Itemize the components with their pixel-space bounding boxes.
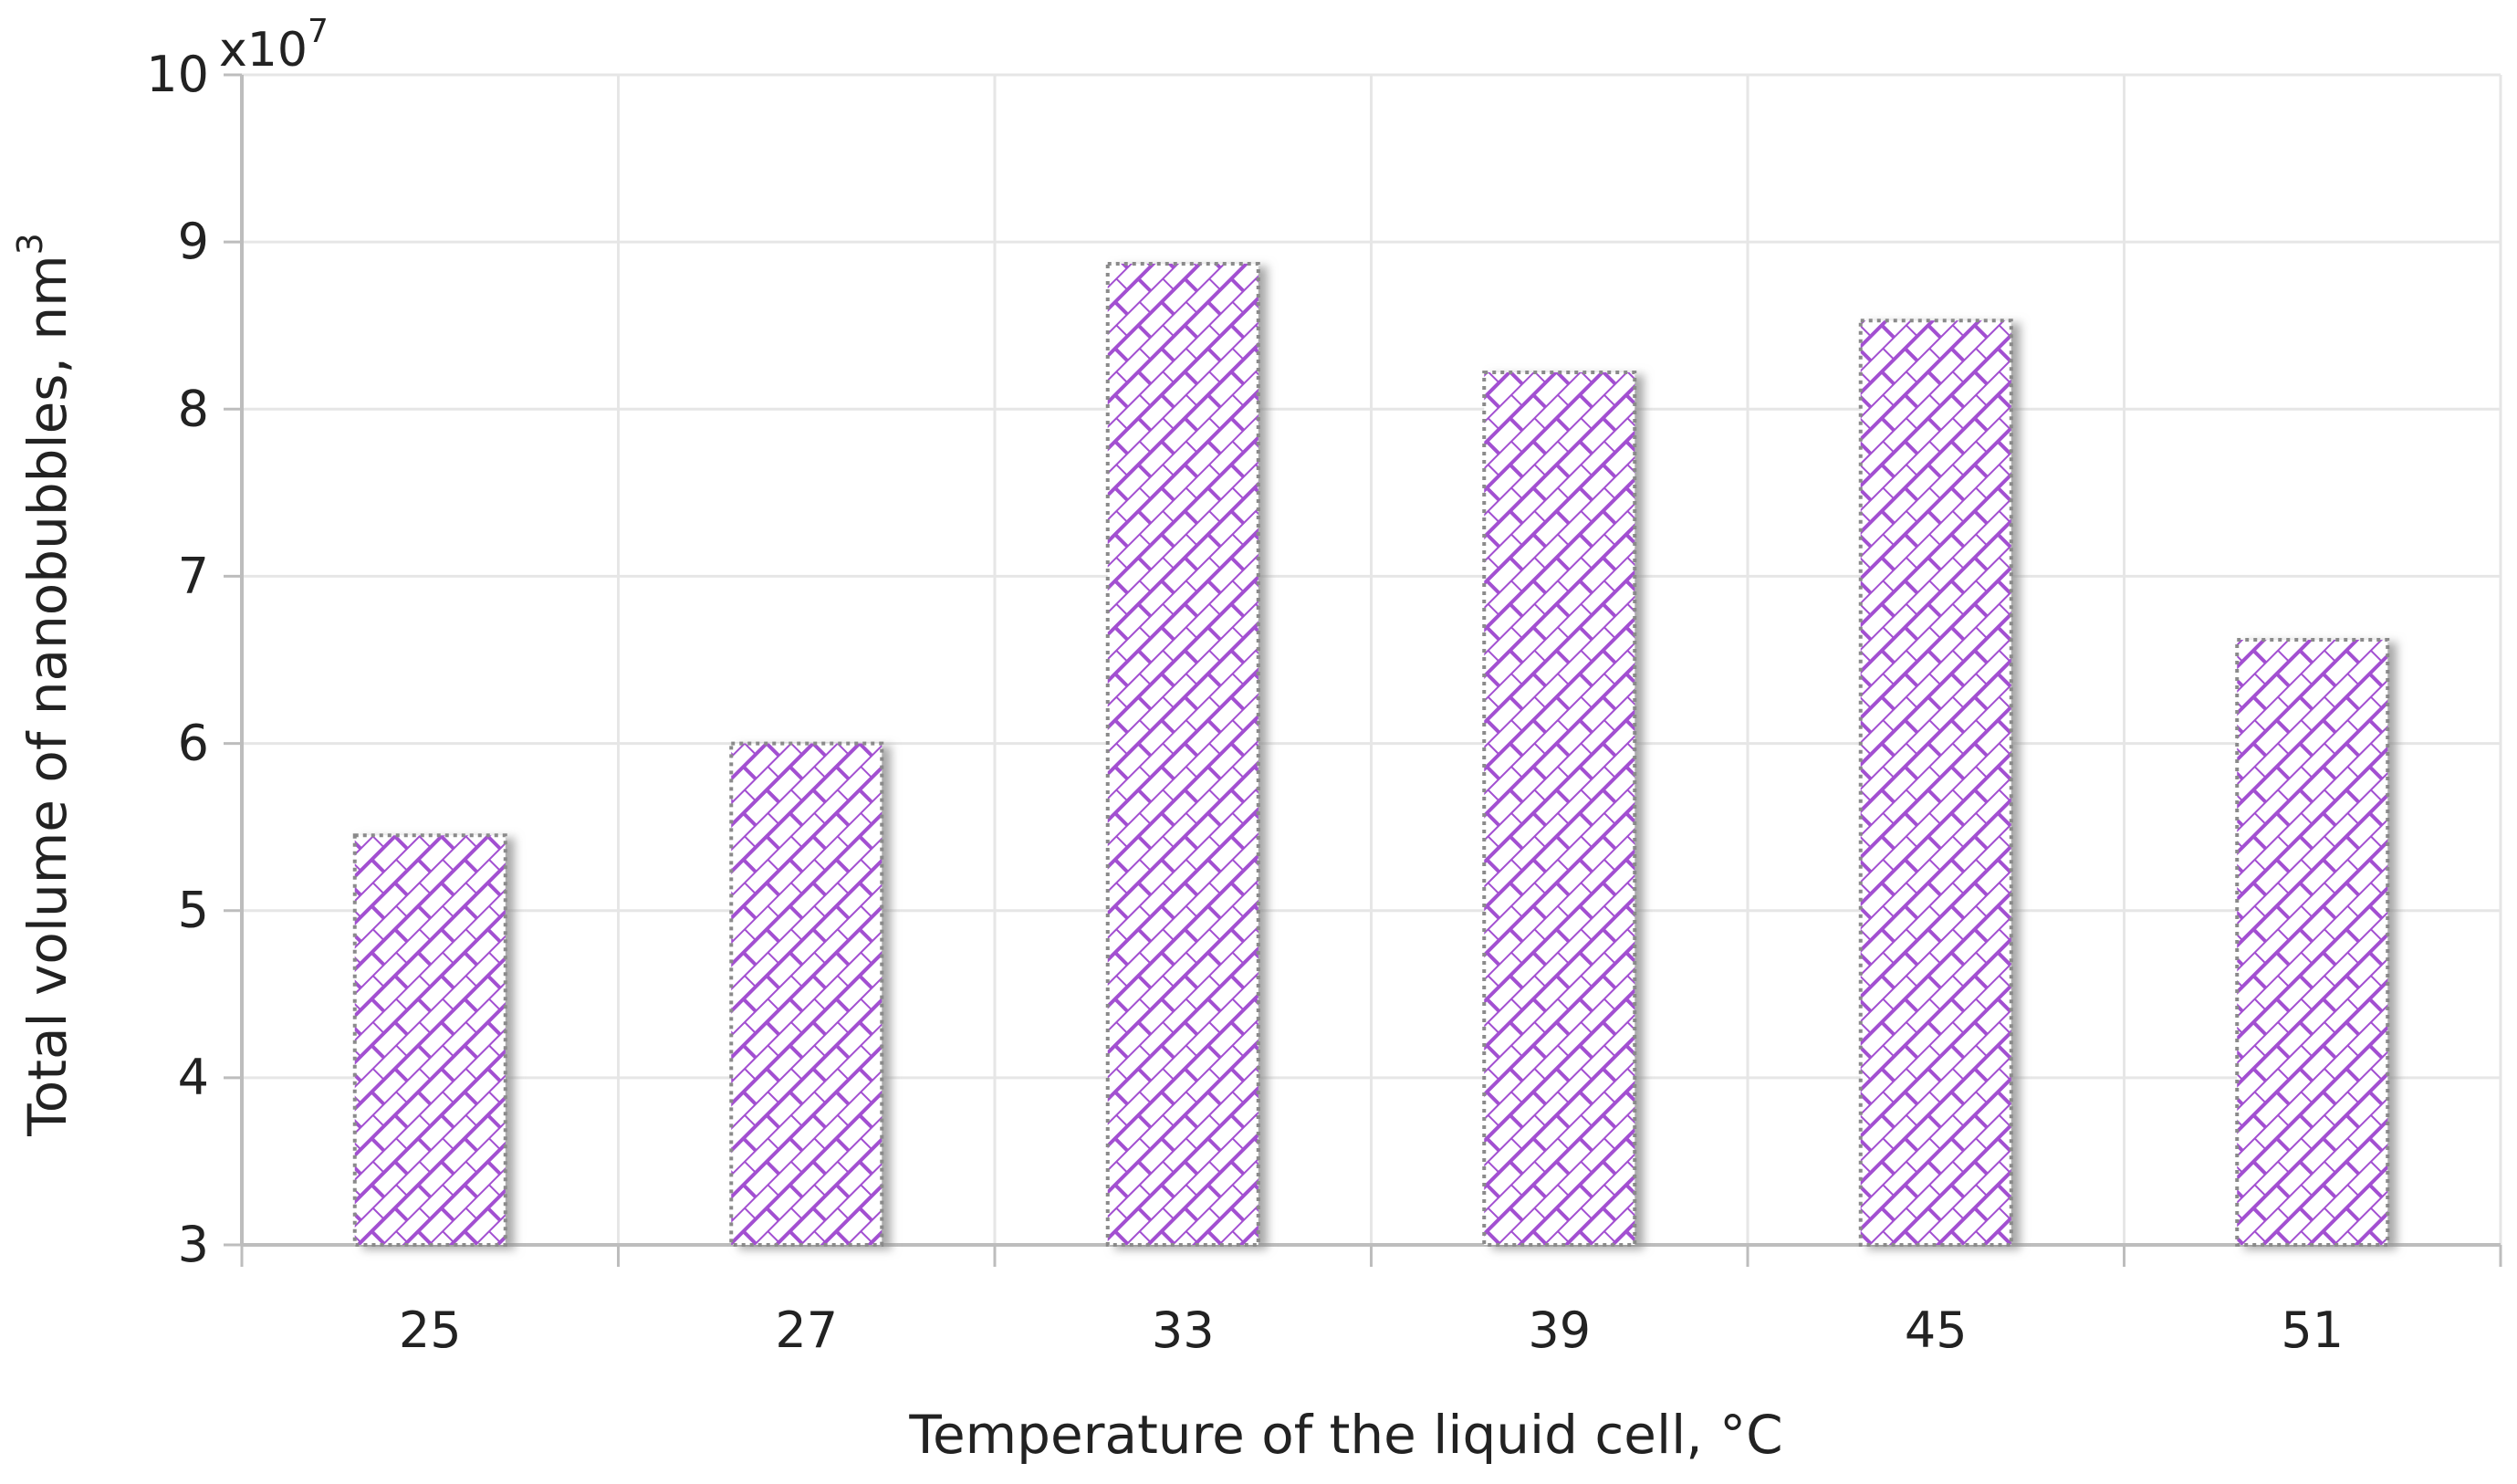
axes [224, 73, 2502, 1267]
y-tick-label: 4 [178, 1049, 209, 1106]
bar-45 [1858, 319, 2013, 1248]
bar-27 [729, 741, 884, 1247]
x-tick-label: 51 [2281, 1301, 2344, 1359]
y-tick-label: 3 [178, 1216, 209, 1273]
x-axis-title: Temperature of the liquid cell, °C [908, 1404, 1782, 1466]
y-tick-label: 6 [178, 715, 209, 772]
bar-39 [1482, 370, 1637, 1248]
bar-51 [2235, 638, 2390, 1247]
x-tick-label: 25 [399, 1301, 462, 1359]
x-tick-label: 27 [775, 1301, 838, 1359]
y-tick-label: 9 [178, 213, 209, 270]
bar-25 [352, 833, 507, 1247]
y-tick-label: 10 [146, 46, 209, 103]
bar-33 [1105, 261, 1260, 1247]
x-tick-label: 33 [1152, 1301, 1215, 1359]
x-tick-label: 45 [1905, 1301, 1968, 1359]
y-tick-label: 5 [178, 882, 209, 939]
y-axis-title: Total volume of nanobubbles, nm3 [10, 233, 78, 1137]
x-tick-label: 39 [1528, 1301, 1591, 1359]
y-axis-multiplier: x107 [219, 13, 329, 78]
bars [352, 261, 2390, 1248]
gridlines [240, 73, 2502, 1245]
y-tick-label: 7 [178, 547, 209, 604]
y-tick-label: 8 [178, 380, 209, 437]
